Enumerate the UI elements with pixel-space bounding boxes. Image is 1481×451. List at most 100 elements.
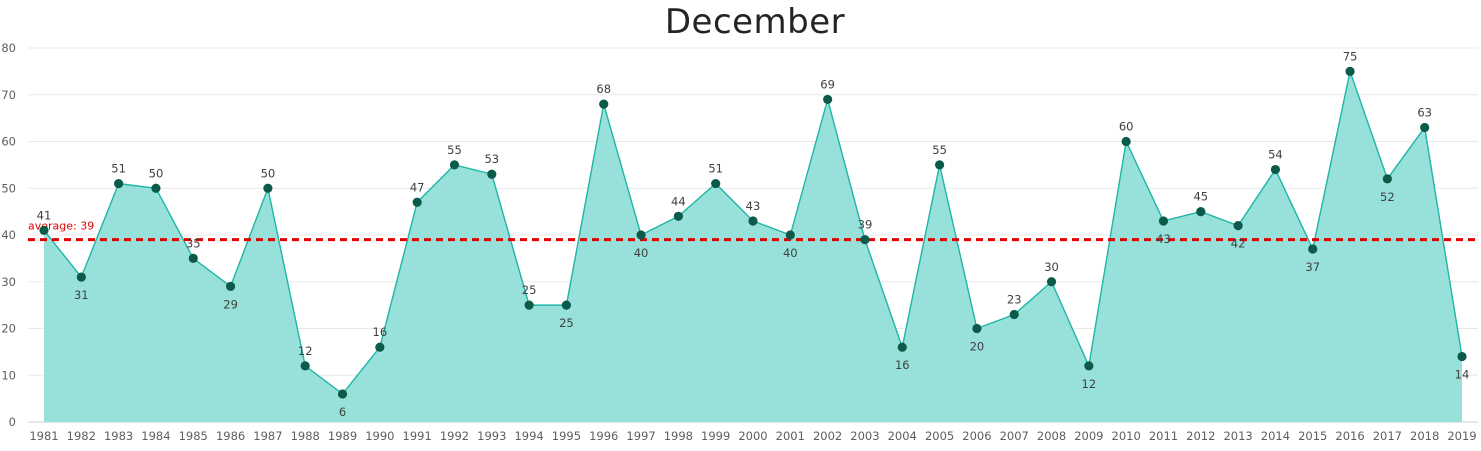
data-label: 37 (1305, 260, 1320, 274)
data-point[interactable] (375, 342, 385, 352)
data-label: 29 (223, 297, 238, 311)
data-point[interactable] (1009, 309, 1019, 320)
data-point[interactable] (599, 99, 609, 109)
x-tick-label: 2002 (813, 429, 842, 443)
x-tick-label: 2014 (1261, 429, 1290, 443)
x-tick-label: 2000 (738, 429, 767, 443)
data-point[interactable] (561, 300, 572, 310)
data-label: 6 (339, 405, 346, 419)
data-label: 14 (1455, 368, 1470, 382)
x-tick-label: 2009 (1074, 429, 1103, 443)
data-label: 23 (1007, 292, 1022, 306)
x-tick-label: 1993 (477, 429, 506, 443)
data-label: 69 (820, 77, 835, 91)
x-axis: 1981 1982 1983 1984 1985 1986 1987 1988 1989 1990… (29, 429, 1476, 443)
data-point[interactable] (785, 230, 795, 240)
x-tick-label: 2015 (1298, 429, 1327, 443)
x-tick-label: 2007 (1000, 429, 1029, 443)
data-point[interactable] (412, 197, 422, 207)
data-label: 63 (1417, 105, 1432, 119)
data-label: 47 (410, 180, 425, 194)
x-tick-label: 2004 (888, 429, 917, 443)
data-label: 12 (298, 344, 313, 358)
data-point[interactable] (337, 389, 348, 399)
data-point[interactable] (39, 225, 49, 235)
data-label: 12 (1082, 377, 1097, 391)
data-point[interactable] (934, 160, 945, 170)
chart-title: December (664, 2, 846, 42)
data-label: 45 (1193, 190, 1208, 204)
data-point[interactable] (1420, 122, 1430, 133)
y-tick-label: 30 (1, 275, 16, 289)
data-label: 43 (1156, 232, 1171, 246)
y-tick-label: 60 (1, 135, 16, 149)
data-point[interactable] (748, 216, 758, 226)
data-points (39, 66, 1467, 399)
data-point[interactable] (860, 235, 870, 245)
data-point[interactable] (1270, 164, 1281, 175)
data-point[interactable] (76, 272, 86, 282)
data-label: 43 (746, 199, 761, 213)
data-point[interactable] (1196, 207, 1206, 217)
x-tick-label: 2012 (1186, 429, 1215, 443)
x-tick-label: 1999 (701, 429, 730, 443)
x-tick-label: 2019 (1447, 429, 1476, 443)
data-label: 25 (522, 283, 537, 297)
y-tick-label: 10 (1, 368, 16, 382)
data-point[interactable] (1046, 277, 1057, 287)
data-point[interactable] (673, 211, 683, 221)
data-point[interactable] (711, 178, 721, 189)
x-tick-label: 1983 (104, 429, 133, 443)
data-label: 55 (932, 143, 947, 157)
x-tick-label: 2006 (962, 429, 991, 443)
data-point[interactable] (188, 253, 198, 263)
y-tick-label: 20 (1, 322, 16, 336)
x-tick-label: 2011 (1149, 429, 1178, 443)
data-point[interactable] (1308, 244, 1318, 254)
data-label: 51 (111, 162, 126, 176)
data-label: 60 (1119, 120, 1134, 134)
x-tick-label: 1989 (328, 429, 357, 443)
y-axis: 0 10 20 30 40 50 60 70 80 (1, 41, 16, 429)
x-tick-label: 1982 (67, 429, 96, 443)
data-point[interactable] (114, 178, 124, 189)
data-point[interactable] (972, 323, 982, 334)
data-point[interactable] (300, 361, 310, 371)
data-labels: 41 31 51 50 35 29 50 12 6 16 47 55 53 25 25 68 40 44 51 43 4… (37, 49, 1470, 419)
data-point[interactable] (263, 183, 273, 193)
data-point[interactable] (1233, 221, 1243, 231)
x-tick-label: 2017 (1373, 429, 1402, 443)
data-point[interactable] (636, 230, 646, 240)
data-point[interactable] (1121, 136, 1131, 147)
x-tick-label: 1998 (664, 429, 693, 443)
data-label: 41 (37, 208, 52, 222)
data-label: 16 (895, 358, 910, 372)
data-point[interactable] (1382, 174, 1392, 184)
y-tick-label: 70 (1, 88, 16, 102)
data-label: 51 (708, 162, 723, 176)
data-label: 30 (1044, 260, 1059, 274)
x-tick-label: 2005 (925, 429, 954, 443)
x-tick-label: 1992 (440, 429, 469, 443)
data-point[interactable] (897, 342, 907, 352)
x-tick-label: 1988 (291, 429, 320, 443)
data-point[interactable] (823, 94, 833, 105)
x-tick-label: 1981 (29, 429, 58, 443)
data-point[interactable] (1457, 351, 1467, 362)
data-point[interactable] (524, 300, 534, 310)
data-label: 39 (858, 218, 873, 232)
data-point[interactable] (1345, 66, 1355, 76)
data-point[interactable] (487, 169, 497, 179)
data-label: 52 (1380, 190, 1395, 204)
x-tick-label: 2013 (1223, 429, 1252, 443)
y-tick-label: 40 (1, 228, 16, 242)
data-point[interactable] (225, 281, 236, 292)
data-point[interactable] (1084, 361, 1094, 371)
data-point[interactable] (1158, 216, 1169, 226)
data-point[interactable] (151, 183, 161, 193)
data-label: 40 (634, 246, 649, 260)
x-tick-label: 1990 (365, 429, 394, 443)
data-point[interactable] (449, 160, 460, 170)
data-label: 54 (1268, 148, 1283, 162)
